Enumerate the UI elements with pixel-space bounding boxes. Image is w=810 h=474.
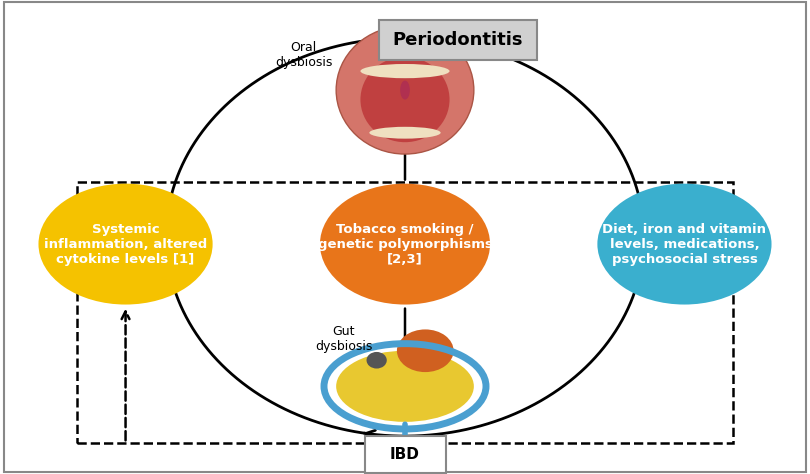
Bar xyxy=(77,182,733,443)
Text: IBD: IBD xyxy=(390,447,420,462)
Ellipse shape xyxy=(597,183,771,305)
Ellipse shape xyxy=(366,352,387,369)
Ellipse shape xyxy=(336,26,474,154)
Text: Gut
dysbiosis: Gut dysbiosis xyxy=(315,325,372,353)
FancyBboxPatch shape xyxy=(364,436,446,473)
Text: Tobacco smoking /
genetic polymorphisms
[2,3]: Tobacco smoking / genetic polymorphisms … xyxy=(318,223,492,265)
Text: Systemic
inflammation, altered
cytokine levels [1]: Systemic inflammation, altered cytokine … xyxy=(44,223,207,265)
Ellipse shape xyxy=(38,183,212,305)
Text: Periodontitis: Periodontitis xyxy=(392,31,523,49)
Ellipse shape xyxy=(397,329,454,372)
Ellipse shape xyxy=(400,81,410,100)
FancyBboxPatch shape xyxy=(378,20,536,61)
Text: Oral
dysbiosis: Oral dysbiosis xyxy=(275,40,332,69)
Ellipse shape xyxy=(320,183,490,305)
Ellipse shape xyxy=(360,64,450,78)
Ellipse shape xyxy=(369,127,441,138)
Text: Diet, iron and vitamin
levels, medications,
psychosocial stress: Diet, iron and vitamin levels, medicatio… xyxy=(603,223,766,265)
Ellipse shape xyxy=(336,351,474,422)
Ellipse shape xyxy=(360,57,450,142)
